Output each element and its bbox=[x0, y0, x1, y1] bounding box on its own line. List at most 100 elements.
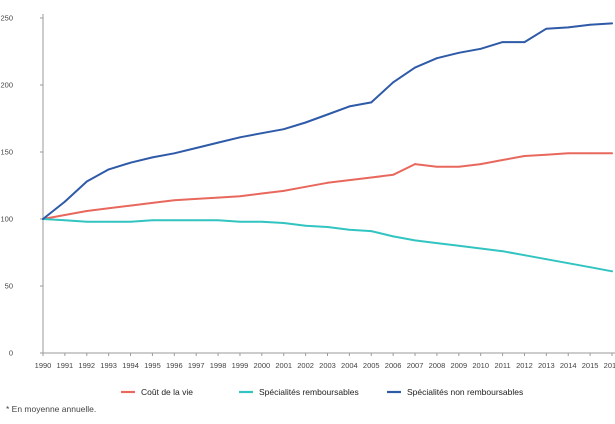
series-3-point bbox=[545, 27, 548, 30]
series-3-point bbox=[326, 113, 329, 116]
series-1-point bbox=[567, 152, 570, 155]
series-1-point bbox=[479, 163, 482, 165]
legend-label-2: Spécialités remboursables bbox=[259, 387, 359, 397]
series-line-3 bbox=[42, 22, 613, 220]
series-1-point bbox=[85, 210, 88, 212]
series-2-point bbox=[567, 262, 570, 265]
series-1-point bbox=[63, 214, 66, 216]
series-1-point bbox=[392, 173, 395, 176]
x-tick-label: 2007 bbox=[407, 361, 424, 370]
series-2-point bbox=[129, 220, 132, 223]
series-2-point bbox=[217, 219, 219, 222]
series-2-point bbox=[370, 230, 373, 232]
x-tick-label: 1995 bbox=[144, 361, 161, 370]
y-tick-label: 0 bbox=[9, 349, 13, 358]
series-3-point bbox=[85, 180, 88, 183]
series-3-point bbox=[370, 101, 373, 104]
series-2-point bbox=[501, 250, 504, 253]
series-3-point bbox=[392, 81, 395, 84]
series-3-point bbox=[151, 156, 154, 159]
series-2-point bbox=[63, 219, 66, 222]
series-1-point bbox=[501, 159, 504, 161]
y-tick-label: 100 bbox=[0, 215, 13, 224]
series-1-point bbox=[370, 176, 373, 179]
series-3-point bbox=[173, 152, 176, 155]
series-2-point bbox=[436, 242, 438, 245]
series-1-point bbox=[348, 179, 351, 182]
series-2-point bbox=[151, 219, 154, 222]
series-2-point bbox=[479, 247, 482, 250]
series-1-point bbox=[611, 152, 613, 155]
series-1-point bbox=[260, 192, 263, 195]
y-tick-label: 200 bbox=[0, 81, 13, 90]
series-3-point bbox=[195, 147, 198, 149]
x-tick-label: 1997 bbox=[188, 361, 205, 370]
y-tick-label: 150 bbox=[0, 148, 13, 157]
series-2-point bbox=[260, 220, 263, 223]
series-1-point bbox=[589, 152, 592, 155]
series-3-point bbox=[304, 121, 307, 124]
x-tick-label: 1996 bbox=[166, 361, 183, 370]
series-1-point bbox=[129, 204, 132, 207]
x-tick-label: 2003 bbox=[319, 361, 336, 370]
series-3-point bbox=[260, 132, 263, 135]
series-1-point bbox=[151, 202, 154, 204]
series-3-point bbox=[107, 168, 110, 171]
series-2-point bbox=[304, 224, 307, 227]
x-tick-label: 2011 bbox=[495, 361, 511, 370]
x-tick-label: 2004 bbox=[341, 361, 358, 370]
series-3-point bbox=[457, 51, 460, 54]
series-1-point bbox=[107, 207, 110, 210]
x-tick-label: 2008 bbox=[429, 361, 446, 370]
series-2-point bbox=[195, 219, 198, 222]
series-2-point bbox=[457, 244, 460, 247]
series-2-point bbox=[611, 270, 613, 273]
series-1-point bbox=[239, 195, 241, 198]
legend-label-3: Spécialités non remboursables bbox=[407, 387, 523, 397]
series-1-point bbox=[217, 196, 219, 199]
x-tick-label: 2015 bbox=[582, 361, 599, 370]
series-2-point bbox=[326, 226, 329, 228]
x-tick-label: 2001 bbox=[275, 361, 292, 370]
x-tick-label: 2002 bbox=[297, 361, 314, 370]
series-3-point bbox=[42, 218, 44, 220]
series-3-point bbox=[611, 22, 613, 25]
x-tick-label: 2012 bbox=[516, 361, 533, 370]
x-tick-label: 2010 bbox=[472, 361, 489, 370]
series-1-point bbox=[545, 153, 548, 156]
series-3-point bbox=[479, 47, 482, 50]
series-2-point bbox=[348, 228, 351, 231]
y-tick-label: 50 bbox=[5, 282, 13, 291]
x-tick-label: 2014 bbox=[560, 361, 577, 370]
series-3-point bbox=[129, 161, 132, 164]
series-3-point bbox=[239, 136, 241, 139]
y-tick-label: 250 bbox=[0, 14, 13, 23]
series-1-point bbox=[326, 181, 329, 184]
series-3-point bbox=[348, 105, 351, 108]
series-2-point bbox=[173, 219, 176, 222]
series-1-point bbox=[523, 155, 526, 157]
series-3-point bbox=[282, 128, 285, 131]
series-2-point bbox=[85, 220, 88, 223]
x-tick-label: 1992 bbox=[78, 361, 95, 370]
series-1-point bbox=[173, 199, 176, 202]
series-3-point bbox=[501, 41, 504, 44]
series-1-point bbox=[457, 165, 460, 168]
series-1-point bbox=[195, 198, 198, 200]
x-tick-label: 2016 bbox=[604, 361, 615, 370]
x-tick-label: 2013 bbox=[538, 361, 555, 370]
x-tick-label: 1998 bbox=[210, 361, 227, 370]
series-2-point bbox=[239, 220, 241, 223]
x-tick-label: 1994 bbox=[122, 361, 139, 370]
x-tick-label: 1991 bbox=[57, 361, 74, 370]
x-tick-label: 2005 bbox=[363, 361, 380, 370]
series-1-point bbox=[436, 165, 438, 168]
series-2-point bbox=[392, 235, 395, 238]
x-tick-label: 2009 bbox=[450, 361, 467, 370]
series-2-point bbox=[282, 222, 285, 224]
series-1-point bbox=[414, 163, 416, 165]
series-1-point bbox=[304, 185, 307, 188]
series-3-point bbox=[414, 66, 416, 69]
